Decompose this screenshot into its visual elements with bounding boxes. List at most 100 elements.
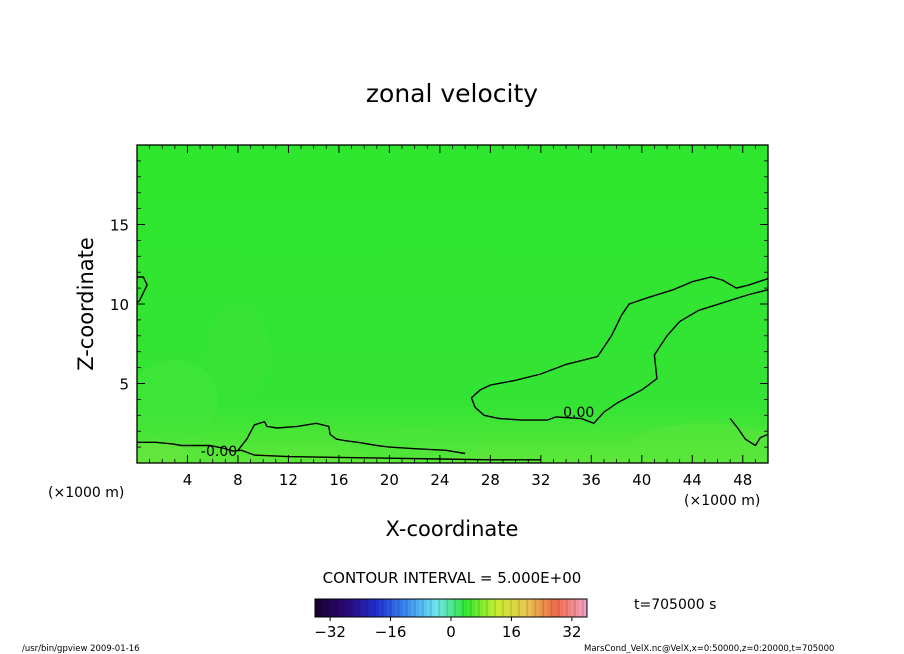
- colorbar-cell: [527, 599, 532, 617]
- x-tick-label: 24: [430, 471, 449, 489]
- colorbar-cell: [535, 599, 540, 617]
- x-tick-label: 28: [481, 471, 500, 489]
- x-tick-label: 48: [733, 471, 752, 489]
- colorbar-cell: [475, 599, 480, 617]
- colorbar-cell: [431, 599, 436, 617]
- colorbar-cell: [339, 599, 344, 617]
- colorbar-cell: [479, 599, 484, 617]
- colorbar-tick-label: −16: [375, 623, 407, 641]
- colorbar-cell: [387, 599, 392, 617]
- colorbar-cell: [411, 599, 416, 617]
- contour-labels: 0.00 -0.00: [201, 405, 594, 460]
- colorbar-cell: [563, 599, 568, 617]
- footer-right: MarsCond_VelX.nc@VelX,x=0:50000,z=0:2000…: [584, 644, 834, 654]
- colorbar-cell: [575, 599, 580, 617]
- colorbar-cell: [507, 599, 512, 617]
- colorbar-cell: [579, 599, 584, 617]
- x-unit-label-left: (×1000 m): [48, 485, 124, 501]
- colorbar-cell: [571, 599, 576, 617]
- colorbar-cell: [355, 599, 360, 617]
- x-tick-label: 16: [329, 471, 348, 489]
- colorbar-cell: [499, 599, 504, 617]
- colorbar-cell: [415, 599, 420, 617]
- y-axis-label: Z-coordinate: [74, 237, 98, 371]
- colorbar-cell: [483, 599, 488, 617]
- colorbar-cell: [511, 599, 516, 617]
- colorbar-tick-label: −32: [314, 623, 346, 641]
- x-unit-label-right: (×1000 m): [684, 493, 760, 509]
- y-tick-label: 15: [110, 217, 129, 235]
- contour-label: -0.00: [201, 444, 237, 460]
- colorbar-cell: [583, 599, 588, 617]
- x-tick-label: 32: [531, 471, 550, 489]
- colorbar-cell: [435, 599, 440, 617]
- x-tick-label: 12: [279, 471, 298, 489]
- colorbar: −32 −16 0 16 32: [314, 598, 588, 641]
- colorbar-cell: [399, 599, 404, 617]
- colorbar-cell: [367, 599, 372, 617]
- contour-label: 0.00: [563, 405, 594, 421]
- colorbar-cell: [439, 599, 444, 617]
- colorbar-cell: [407, 599, 412, 617]
- colorbar-cell: [423, 599, 428, 617]
- colorbar-cell: [403, 599, 408, 617]
- colorbar-cell: [331, 599, 336, 617]
- colorbar-cell: [551, 599, 556, 617]
- x-tick-label: 44: [683, 471, 702, 489]
- y-tick-label: 5: [119, 376, 129, 394]
- chart-title: zonal velocity: [366, 79, 538, 108]
- colorbar-cell: [455, 599, 460, 617]
- colorbar-cell: [343, 599, 348, 617]
- field-patch: [629, 423, 768, 463]
- colorbar-cell: [395, 599, 400, 617]
- colorbar-cell: [419, 599, 424, 617]
- time-text: t=705000 s: [634, 597, 716, 613]
- x-tick-label: 4: [183, 471, 193, 489]
- contour-lines: [137, 276, 768, 461]
- colorbar-cell: [375, 599, 380, 617]
- colorbar-cell: [519, 599, 524, 617]
- colorbar-tick-label: 0: [446, 623, 456, 641]
- colorbar-cell: [383, 599, 388, 617]
- footer-left: /usr/bin/gpview 2009-01-16: [22, 644, 140, 654]
- field-patch: [351, 428, 478, 460]
- colorbar-cell: [503, 599, 508, 617]
- colorbar-cell: [491, 599, 496, 617]
- colorbar-cell: [315, 599, 320, 617]
- colorbar-cell: [335, 599, 340, 617]
- colorbar-cell: [347, 599, 352, 617]
- colorbar-cell: [459, 599, 464, 617]
- colorbar-cell: [351, 599, 356, 617]
- field-patches: [137, 304, 768, 463]
- contour-line: [137, 276, 148, 303]
- x-axis-label: X-coordinate: [386, 517, 519, 541]
- y-axis-ticks: 5 10 15: [110, 160, 768, 448]
- colorbar-cell: [567, 599, 572, 617]
- colorbar-cell: [559, 599, 564, 617]
- x-axis-ticks: 4 8 12 16 20 24 28 32 36 40 44 48: [149, 145, 756, 489]
- colorbar-cell: [443, 599, 448, 617]
- colorbar-tick-label: 16: [502, 623, 521, 641]
- colorbar-cell: [487, 599, 492, 617]
- colorbar-cell: [379, 599, 384, 617]
- colorbar-cell: [555, 599, 560, 617]
- x-tick-label: 8: [233, 471, 243, 489]
- x-tick-label: 40: [632, 471, 651, 489]
- contour-line: [470, 289, 768, 425]
- colorbar-cell: [531, 599, 536, 617]
- colorbar-cell: [363, 599, 368, 617]
- colorbar-cell: [359, 599, 364, 617]
- y-tick-label: 10: [110, 296, 129, 314]
- colorbar-cell: [327, 599, 332, 617]
- colorbar-cell: [543, 599, 548, 617]
- x-tick-label: 36: [582, 471, 601, 489]
- contour-line: [237, 420, 466, 455]
- colorbar-cell: [471, 599, 476, 617]
- field-patch: [137, 359, 220, 440]
- contour-line: [470, 276, 768, 399]
- colorbar-cell: [427, 599, 432, 617]
- colorbar-cell: [323, 599, 328, 617]
- colorbar-cell: [371, 599, 376, 617]
